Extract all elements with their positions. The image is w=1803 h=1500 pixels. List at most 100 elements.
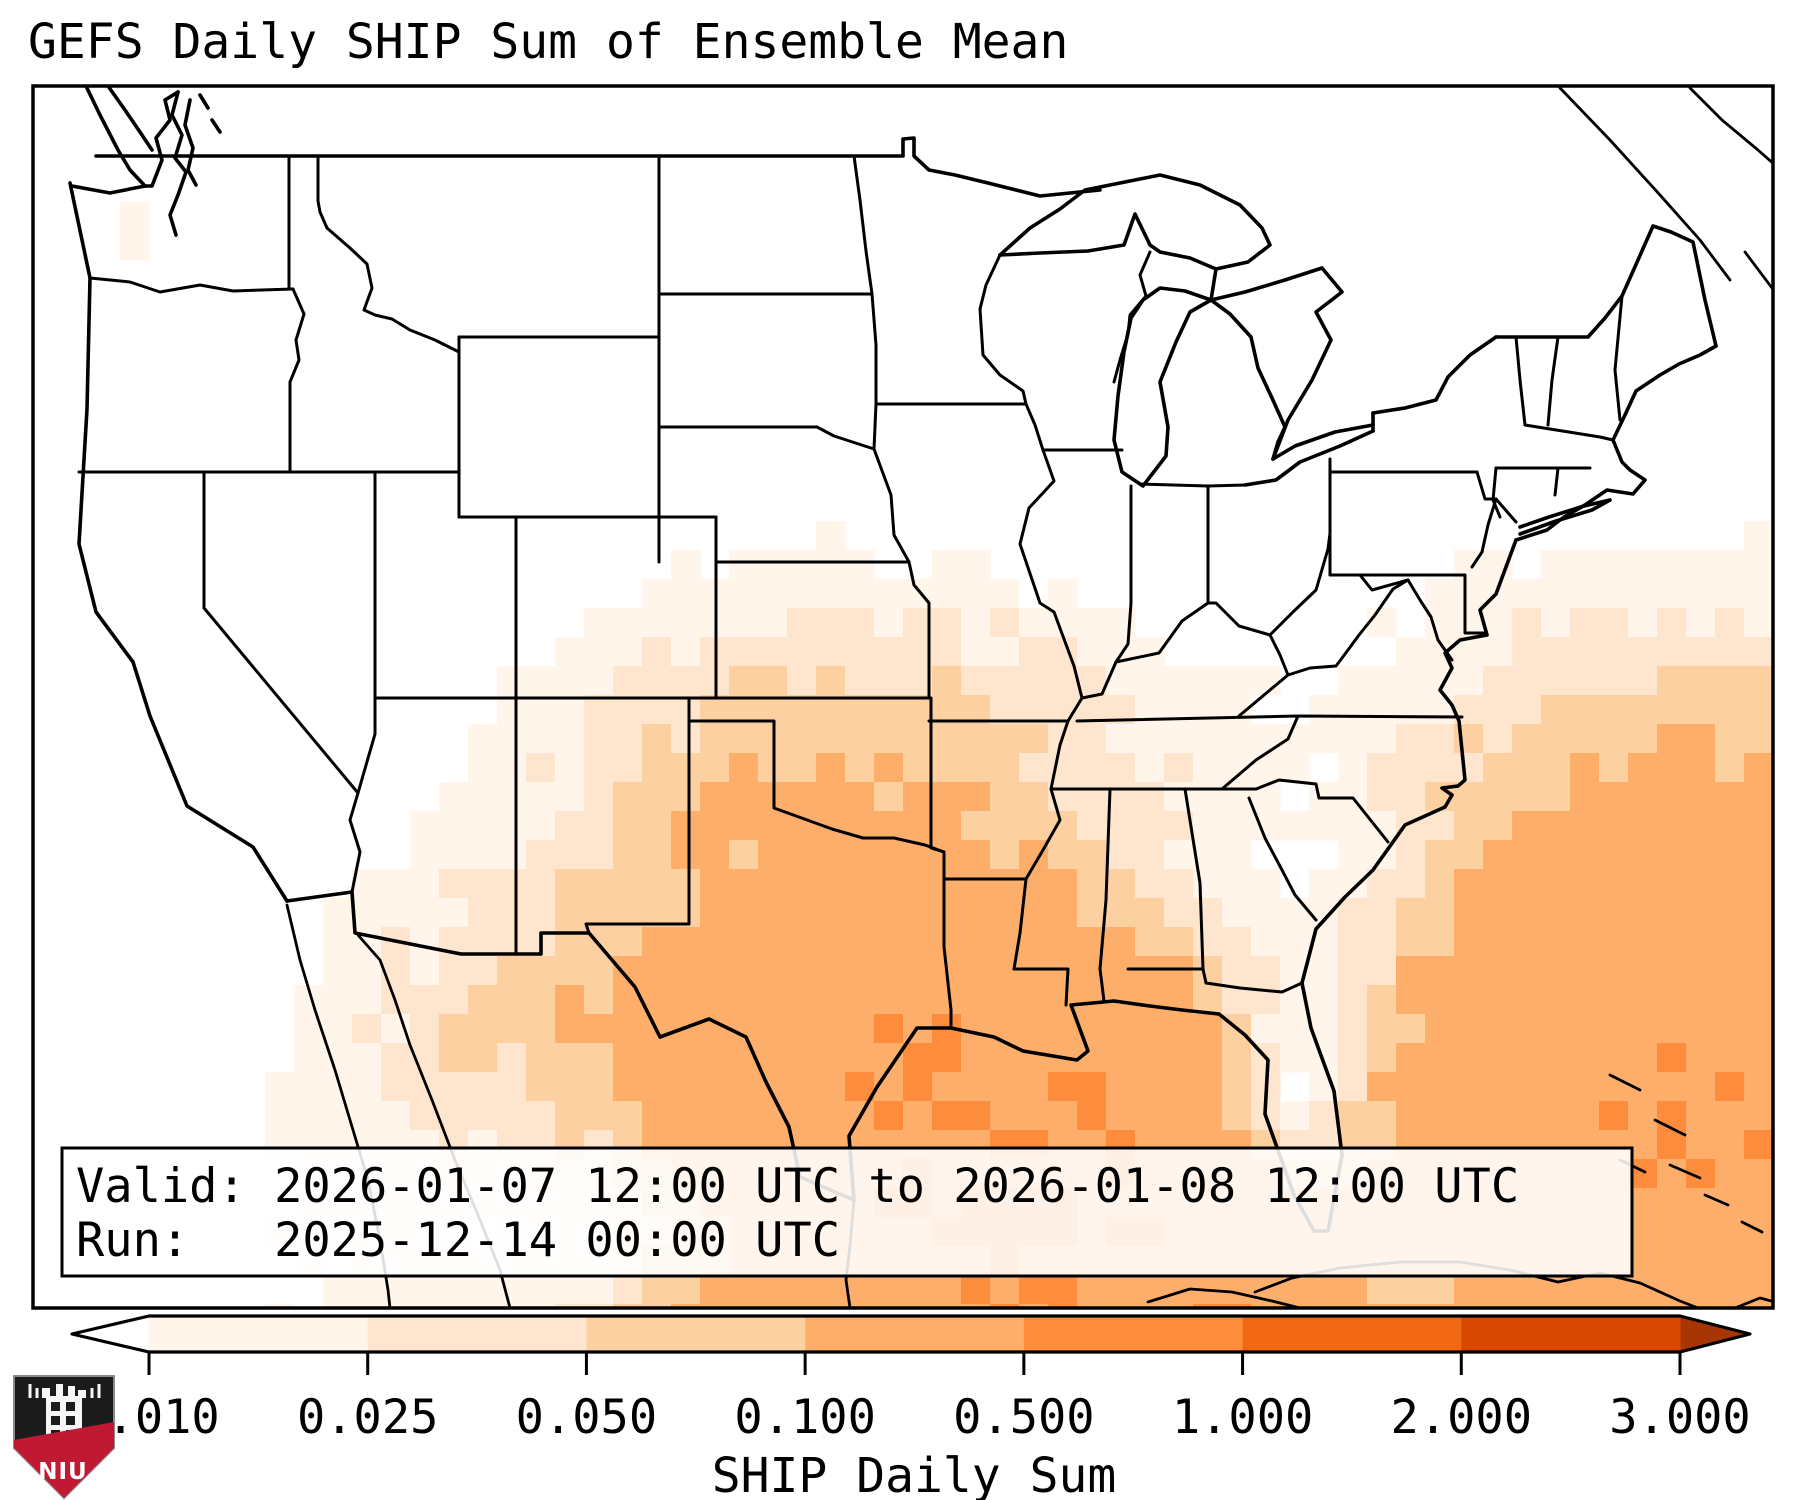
colorbar-segment [805, 1316, 1025, 1352]
heatmap-cell [1483, 956, 1513, 986]
heatmap-cell [642, 608, 672, 638]
heatmap-cell [1686, 1304, 1716, 1308]
heatmap-cell [729, 1014, 759, 1044]
heatmap-cell [1048, 956, 1078, 986]
heatmap-cell [1106, 811, 1136, 841]
heatmap-cell [1077, 811, 1107, 841]
heatmap-cell [1048, 1014, 1078, 1044]
map-boundary-line [815, 425, 911, 564]
heatmap-cell [1077, 753, 1107, 783]
heatmap-cell [671, 1043, 701, 1073]
heatmap-cell [1744, 985, 1773, 1015]
heatmap-cell [526, 1043, 556, 1073]
heatmap-cell [961, 724, 991, 754]
heatmap-cell [1599, 1014, 1629, 1044]
heatmap-cell [584, 1043, 614, 1073]
heatmap-cell [671, 1101, 701, 1131]
heatmap-cell [642, 666, 672, 696]
heatmap-cell [816, 579, 846, 609]
heatmap-cell [1483, 753, 1513, 783]
heatmap-cell [932, 985, 962, 1015]
heatmap-cell [1338, 898, 1368, 928]
heatmap-cell [903, 695, 933, 725]
heatmap-cell [874, 898, 904, 928]
heatmap-cell [700, 1275, 730, 1305]
heatmap-cell [1135, 811, 1165, 841]
colorbar-segment [1461, 1316, 1681, 1352]
heatmap-cell [1106, 1072, 1136, 1102]
heatmap-cell [1193, 695, 1223, 725]
niu-red-band [14, 1422, 114, 1498]
heatmap-cell [1657, 840, 1687, 870]
heatmap-cell [1744, 956, 1773, 986]
heatmap-cell [845, 550, 875, 580]
heatmap-cell [468, 1304, 498, 1308]
map-boundary-line [847, 538, 1518, 1233]
heatmap-cell [1338, 927, 1368, 957]
heatmap-cell [961, 550, 991, 580]
heatmap-cell [526, 898, 556, 928]
heatmap-cell [1367, 724, 1397, 754]
heatmap-cell [1019, 1304, 1049, 1308]
heatmap-cell [903, 985, 933, 1015]
heatmap-cell [1512, 666, 1542, 696]
heatmap-cell [1367, 898, 1397, 928]
heatmap-cell [1106, 666, 1136, 696]
heatmap-cell [1686, 985, 1716, 1015]
heatmap-cell [1657, 724, 1687, 754]
heatmap-cell [439, 1304, 469, 1308]
heatmap-cell [526, 724, 556, 754]
heatmap-cell [584, 840, 614, 870]
heatmap-cell [1628, 811, 1658, 841]
heatmap-cell [1715, 1159, 1745, 1189]
heatmap-cell [1019, 724, 1049, 754]
heatmap-cell [352, 1304, 382, 1308]
heatmap-cell [410, 898, 440, 928]
heatmap-cell [1396, 637, 1426, 667]
map-boundary-line [1112, 286, 1213, 488]
heatmap-cell [729, 666, 759, 696]
heatmap-cell [700, 1043, 730, 1073]
heatmap-cell [1657, 782, 1687, 812]
heatmap-cell [1106, 1304, 1136, 1308]
heatmap-cell [700, 927, 730, 957]
heatmap-cell [671, 550, 701, 580]
map-boundary-line [1138, 482, 1247, 488]
heatmap-cell [932, 550, 962, 580]
heatmap-cell [1454, 927, 1484, 957]
heatmap-cell [1570, 782, 1600, 812]
heatmap-cell [990, 1304, 1020, 1308]
heatmap-cell [1744, 579, 1773, 609]
map-boundary-line [1470, 470, 1498, 569]
heatmap-cell [1483, 840, 1513, 870]
heatmap-cell [1744, 753, 1773, 783]
heatmap-cell [990, 637, 1020, 667]
map-boundary-line [1703, 1193, 1730, 1207]
heatmap-cell [1686, 898, 1716, 928]
heatmap-cell [990, 1275, 1020, 1305]
heatmap-cell [1744, 724, 1773, 754]
heatmap-cell [1338, 1072, 1368, 1102]
heatmap-cell [1483, 985, 1513, 1015]
heatmap-cell [1396, 1304, 1426, 1308]
heatmap-cell [903, 869, 933, 899]
heatmap-cell [1686, 1043, 1716, 1073]
heatmap-cell [729, 1275, 759, 1305]
map-boundary-line [1653, 1118, 1687, 1137]
heatmap-cell [1628, 956, 1658, 986]
heatmap-cell [990, 985, 1020, 1015]
heatmap-cell [1222, 927, 1252, 957]
heatmap-cell [497, 1072, 527, 1102]
map-boundary-line [285, 890, 856, 1202]
heatmap-cell [1193, 666, 1223, 696]
heatmap-cell [1541, 1304, 1571, 1308]
heatmap-cell [845, 1014, 875, 1044]
map-boundary-line [1209, 266, 1344, 461]
heatmap-cell [352, 1072, 382, 1102]
heatmap-cell [1338, 1043, 1368, 1073]
heatmap-cell [497, 840, 527, 870]
map-frame [31, 84, 1775, 1310]
heatmap-cell [729, 1304, 759, 1308]
map-boundary-line [1024, 787, 1062, 881]
heatmap-cell [1454, 840, 1484, 870]
